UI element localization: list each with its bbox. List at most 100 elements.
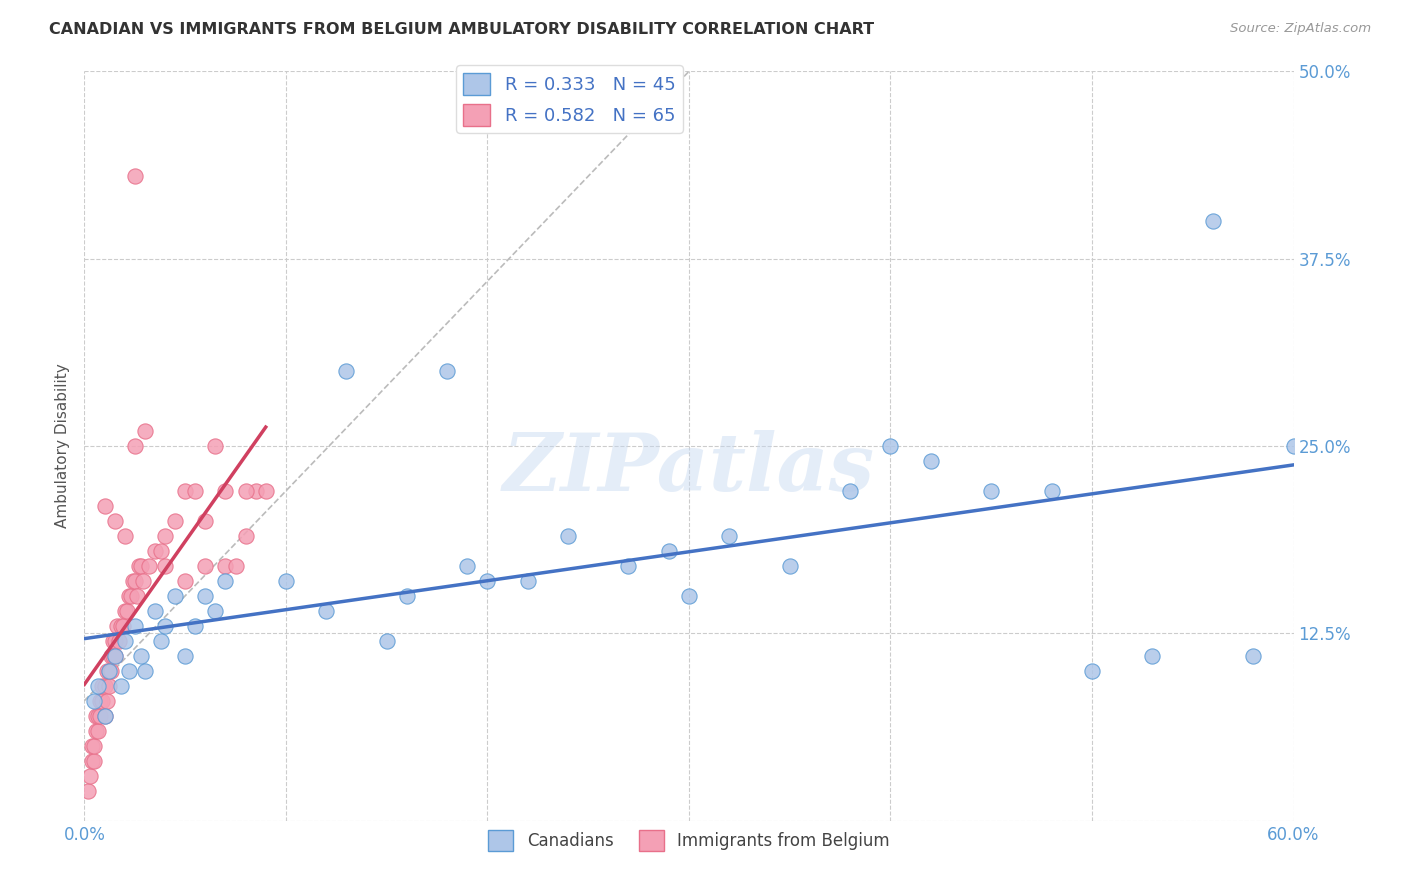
Point [779,558,801,573]
Point [143,544,166,558]
Point [1081,664,1104,678]
Point [107,633,129,648]
Point [235,483,257,498]
Point [118,664,141,678]
Point [129,558,152,573]
Point [174,483,197,498]
Point [100,648,122,663]
Point [879,439,901,453]
Point [1202,214,1225,228]
Point [920,454,942,468]
Point [174,574,197,588]
Point [93,679,115,693]
Point [375,633,398,648]
Point [77,783,100,797]
Point [194,558,217,573]
Point [1040,483,1063,498]
Point [91,694,114,708]
Point [104,648,127,663]
Point [105,619,128,633]
Point [93,499,115,513]
Point [82,754,104,768]
Point [980,483,1002,498]
Point [93,708,115,723]
Point [718,529,741,543]
Point [82,739,104,753]
Point [83,694,105,708]
Point [121,574,143,588]
Point [184,619,207,633]
Point [149,544,172,558]
Point [194,589,217,603]
Point [87,679,110,693]
Point [118,589,141,603]
Point [104,514,127,528]
Point [153,529,176,543]
Point [395,589,418,603]
Point [124,439,146,453]
Point [96,694,118,708]
Point [153,558,176,573]
Point [477,574,499,588]
Point [617,558,640,573]
Point [87,723,110,738]
Point [557,529,579,543]
Point [89,694,111,708]
Point [165,589,187,603]
Point [214,483,236,498]
Point [516,574,538,588]
Point [89,708,111,723]
Point [184,483,207,498]
Point [204,439,226,453]
Point [101,633,124,648]
Point [114,529,136,543]
Point [91,679,114,693]
Point [254,483,277,498]
Point [165,514,187,528]
Point [104,633,127,648]
Point [315,604,337,618]
Point [115,604,138,618]
Point [1282,439,1305,453]
Point [204,604,226,618]
Text: Source: ZipAtlas.com: Source: ZipAtlas.com [1230,22,1371,36]
Point [143,604,166,618]
Point [214,558,236,573]
Point [134,664,156,678]
Point [124,619,146,633]
Legend: Canadians, Immigrants from Belgium: Canadians, Immigrants from Belgium [482,823,896,857]
Point [132,574,155,588]
Point [194,514,217,528]
Point [104,648,127,663]
Point [97,664,120,678]
Point [83,754,105,768]
Point [100,664,122,678]
Y-axis label: Ambulatory Disability: Ambulatory Disability [55,364,70,528]
Point [124,574,146,588]
Point [335,364,357,378]
Point [110,679,132,693]
Point [79,769,101,783]
Point [658,544,681,558]
Point [101,648,124,663]
Point [1142,648,1164,663]
Point [225,558,247,573]
Point [111,619,134,633]
Point [86,708,108,723]
Point [83,739,105,753]
Point [96,664,118,678]
Point [97,679,120,693]
Point [114,633,136,648]
Point [149,633,172,648]
Point [134,424,156,438]
Text: ZIPatlas: ZIPatlas [503,430,875,508]
Point [153,619,176,633]
Point [839,483,862,498]
Point [86,723,108,738]
Text: CANADIAN VS IMMIGRANTS FROM BELGIUM AMBULATORY DISABILITY CORRELATION CHART: CANADIAN VS IMMIGRANTS FROM BELGIUM AMBU… [49,22,875,37]
Point [87,708,110,723]
Point [114,604,136,618]
Point [125,589,148,603]
Point [110,619,132,633]
Point [436,364,458,378]
